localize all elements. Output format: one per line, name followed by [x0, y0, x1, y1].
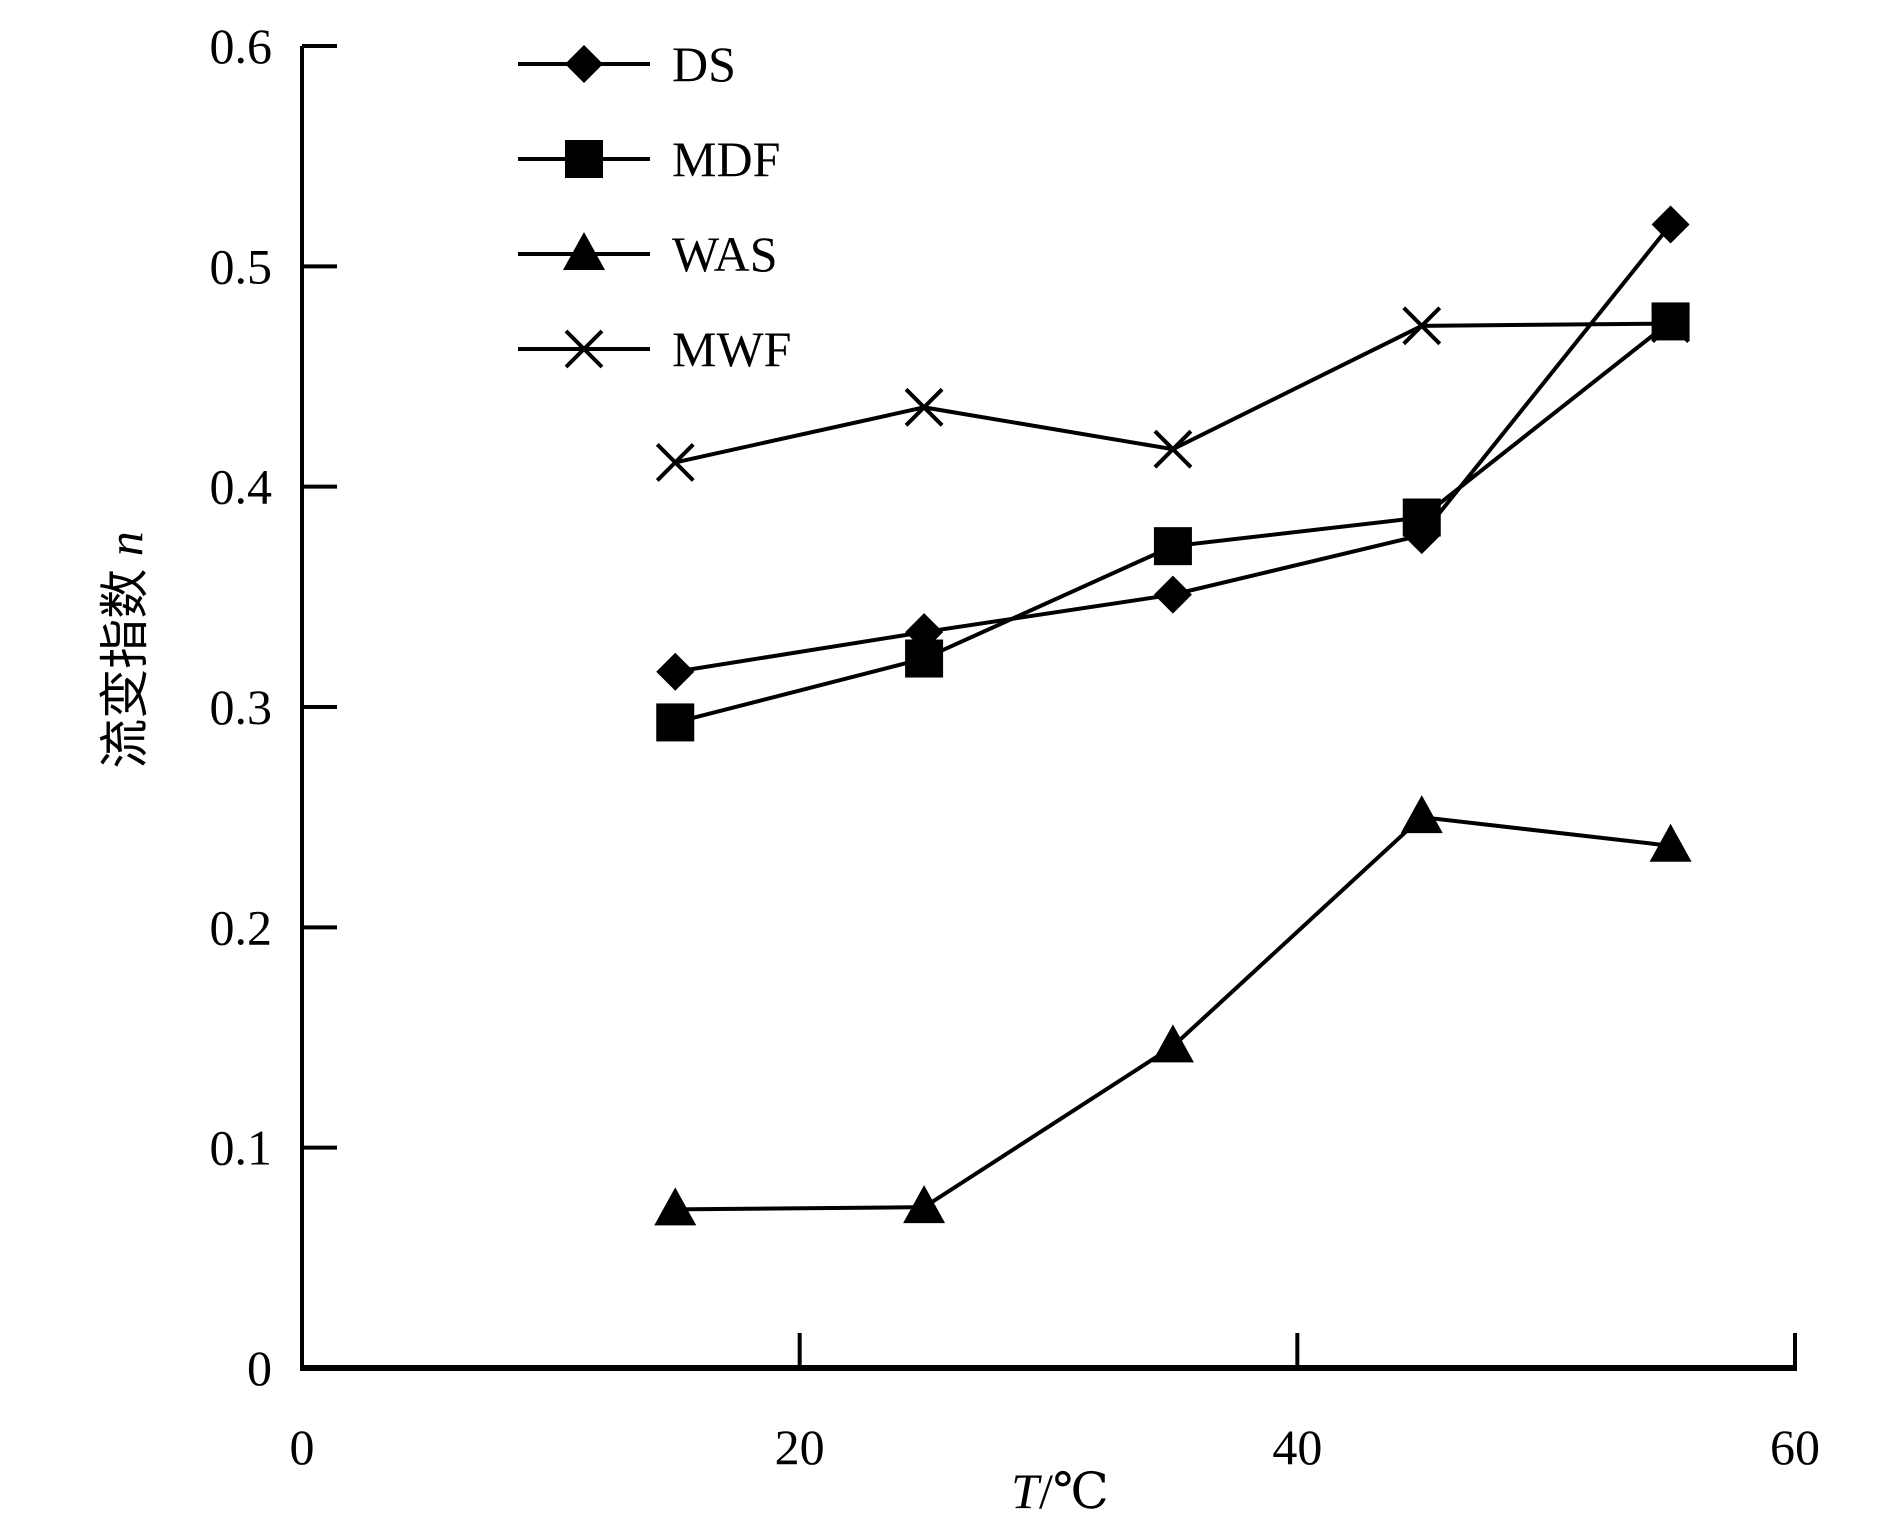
- y-tick-label: 0.4: [210, 459, 273, 515]
- data-point-mwf: [1651, 304, 1690, 344]
- x-marker-stroke: [1651, 304, 1690, 344]
- y-ticks: 0 0.1 0.2 0.3 0.4 0.5 0.6: [210, 18, 337, 1396]
- axes: [300, 46, 1797, 1371]
- data-point-mdf: [656, 703, 695, 742]
- data-point-mwf: [1402, 306, 1442, 346]
- series-was: [654, 795, 1692, 1226]
- series-line-was: [675, 815, 1671, 1212]
- legend-label-mdf: MDF: [672, 131, 780, 187]
- y-axis-label: 流变指数 n: [97, 531, 153, 769]
- legend: DS MDF WAS MWF: [518, 36, 791, 377]
- x-ticks: 0 20 40 60: [290, 1333, 1820, 1475]
- x-tick-label: 0: [290, 1419, 315, 1475]
- data-point-mwf: [904, 387, 944, 427]
- data-point-ds: [1651, 205, 1690, 244]
- y-tick-label: 0: [247, 1340, 272, 1396]
- data-point-was: [1649, 823, 1692, 862]
- data-point-was: [903, 1185, 946, 1224]
- data-point-mdf: [905, 639, 944, 678]
- x-marker-stroke: [1402, 306, 1442, 346]
- legend-item-was: WAS: [518, 226, 778, 282]
- legend-item-mwf: MWF: [518, 321, 791, 377]
- series-mwf: [655, 304, 1690, 482]
- x-marker-stroke: [564, 329, 604, 369]
- legend-label-mwf: MWF: [672, 321, 791, 377]
- data-point-ds: [656, 652, 695, 691]
- x-tick-label: 20: [775, 1419, 825, 1475]
- legend-marker-mwf: [564, 329, 604, 369]
- x-marker-stroke: [1153, 429, 1193, 469]
- data-point-mwf: [655, 443, 695, 482]
- data-point-was: [1151, 1024, 1194, 1063]
- series-mdf: [656, 302, 1690, 742]
- series-group: [654, 205, 1692, 1226]
- series-line-mdf: [674, 319, 1672, 725]
- x-tick-label: 60: [1770, 1419, 1820, 1475]
- x-axis-label: T/℃: [1011, 1463, 1109, 1519]
- y-tick-label: 0.1: [210, 1120, 273, 1176]
- data-point-was: [1400, 795, 1443, 834]
- legend-label-ds: DS: [672, 36, 736, 92]
- y-tick-label: 0.3: [210, 679, 273, 735]
- data-point-ds: [1153, 575, 1192, 614]
- x-marker-stroke: [904, 387, 944, 427]
- legend-marker-ds: [565, 45, 603, 83]
- data-point-mwf: [1153, 429, 1193, 469]
- data-point-mdf: [1402, 498, 1441, 537]
- x-tick-label: 40: [1272, 1419, 1322, 1475]
- legend-marker-mdf: [565, 140, 603, 178]
- data-point-was: [654, 1187, 697, 1226]
- y-tick-label: 0.6: [210, 18, 273, 74]
- y-tick-label: 0.5: [210, 238, 273, 294]
- legend-item-ds: DS: [518, 36, 736, 92]
- data-point-mdf: [1153, 527, 1192, 566]
- legend-marker-was: [563, 232, 605, 270]
- legend-item-mdf: MDF: [518, 131, 780, 187]
- x-marker-stroke: [655, 443, 695, 482]
- y-tick-label: 0.2: [210, 899, 273, 955]
- legend-label-was: WAS: [672, 226, 778, 282]
